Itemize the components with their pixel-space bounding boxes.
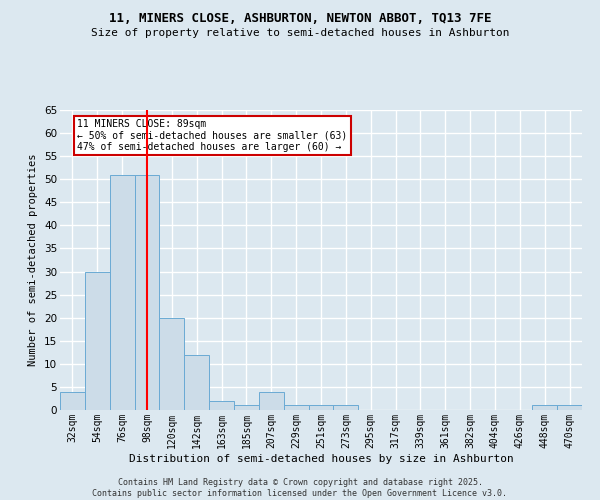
Bar [284, 406, 308, 410]
Text: Size of property relative to semi-detached houses in Ashburton: Size of property relative to semi-detach… [91, 28, 509, 38]
Text: Contains HM Land Registry data © Crown copyright and database right 2025.
Contai: Contains HM Land Registry data © Crown c… [92, 478, 508, 498]
Bar [308, 406, 334, 410]
Bar [334, 406, 358, 410]
Bar [60, 392, 85, 410]
Bar [532, 406, 557, 410]
Bar [557, 406, 582, 410]
Bar [134, 174, 160, 410]
Y-axis label: Number of semi-detached properties: Number of semi-detached properties [28, 154, 38, 366]
Bar [259, 392, 284, 410]
Bar [184, 354, 209, 410]
Bar [234, 406, 259, 410]
Bar [110, 174, 134, 410]
Text: 11 MINERS CLOSE: 89sqm
← 50% of semi-detached houses are smaller (63)
47% of sem: 11 MINERS CLOSE: 89sqm ← 50% of semi-det… [77, 119, 347, 152]
X-axis label: Distribution of semi-detached houses by size in Ashburton: Distribution of semi-detached houses by … [128, 454, 514, 464]
Bar [85, 272, 110, 410]
Text: 11, MINERS CLOSE, ASHBURTON, NEWTON ABBOT, TQ13 7FE: 11, MINERS CLOSE, ASHBURTON, NEWTON ABBO… [109, 12, 491, 26]
Bar [209, 401, 234, 410]
Bar [160, 318, 184, 410]
